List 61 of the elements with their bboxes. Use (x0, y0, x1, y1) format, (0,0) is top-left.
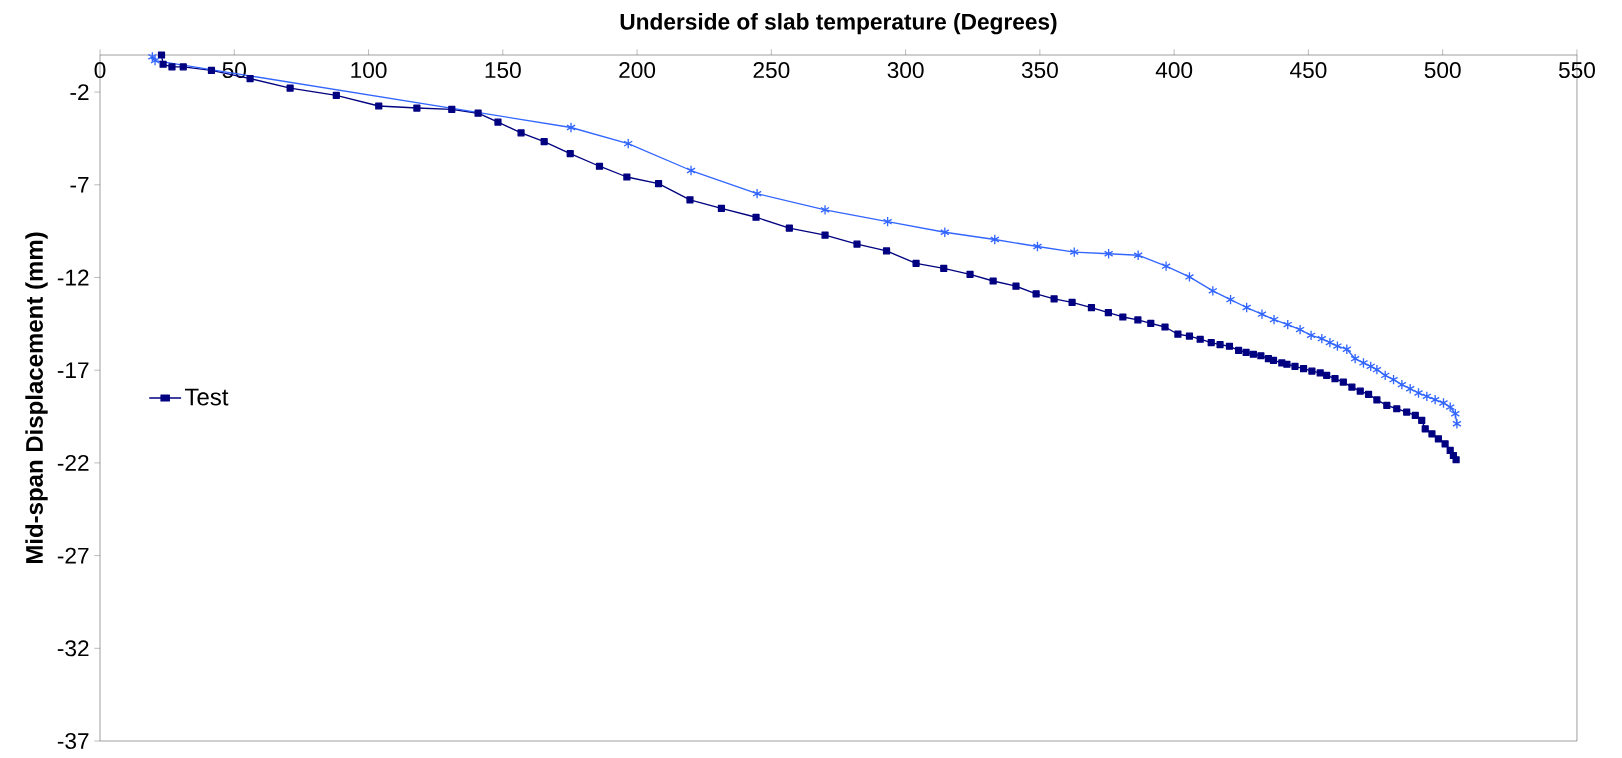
point (1306, 330, 1316, 341)
point (1397, 379, 1407, 390)
y-tick-label: -7 (70, 176, 89, 193)
point (1161, 260, 1171, 272)
x-tick-label: 550 (1558, 62, 1595, 79)
point (1372, 364, 1382, 375)
point (1405, 383, 1415, 395)
x-tick-label: 100 (351, 62, 387, 79)
point (1422, 390, 1432, 402)
point (1380, 370, 1390, 381)
x-tick-label: 450 (1290, 62, 1327, 79)
y-tick-label: -17 (57, 362, 89, 378)
point (752, 188, 762, 200)
point (1438, 397, 1449, 409)
point (1332, 340, 1343, 352)
point (1342, 343, 1352, 355)
y-tick-label: -32 (57, 640, 89, 657)
point (990, 234, 1000, 245)
y-tick-label: -37 (57, 732, 89, 750)
point (940, 226, 950, 238)
point (566, 122, 576, 133)
point (1295, 324, 1305, 335)
chart-title: Underside of slab temperature (Degrees) (620, 13, 1057, 35)
point (882, 216, 893, 228)
point (1283, 319, 1293, 330)
point (1032, 241, 1043, 252)
x-tick-label: 300 (887, 62, 924, 79)
y-tick-label: -27 (57, 547, 89, 564)
y-tick-label: -12 (57, 269, 89, 286)
point (1257, 308, 1267, 320)
y-tick-label: -22 (57, 454, 89, 471)
point (1225, 294, 1236, 305)
point (1358, 357, 1369, 369)
point (686, 165, 696, 176)
point (1241, 302, 1252, 313)
x-tick-label: 500 (1424, 62, 1461, 79)
point (1184, 271, 1195, 283)
point (1350, 353, 1360, 365)
x-tick-label: 150 (485, 62, 521, 79)
point (1103, 248, 1114, 260)
point (1133, 249, 1143, 261)
point (1430, 394, 1440, 406)
x-tick-label: 200 (619, 62, 656, 79)
x-tick-label: 400 (1155, 62, 1193, 79)
x-tick-label: 0 (94, 62, 106, 79)
point (1325, 337, 1335, 348)
point (820, 204, 830, 216)
point (1388, 374, 1399, 385)
point (1452, 418, 1462, 430)
point (1317, 333, 1327, 345)
point (1269, 314, 1279, 325)
x-tick-label: 250 (753, 62, 790, 79)
y-axis-title: Mid-span Displacement (mm) (25, 232, 48, 564)
point (623, 138, 633, 149)
y-tick-label: -2 (70, 84, 89, 100)
legend-label: Test (184, 388, 229, 406)
x-tick-label: 350 (1021, 62, 1058, 79)
point (1366, 360, 1376, 372)
point (1069, 246, 1079, 258)
point (1208, 285, 1218, 297)
point (1413, 387, 1424, 399)
